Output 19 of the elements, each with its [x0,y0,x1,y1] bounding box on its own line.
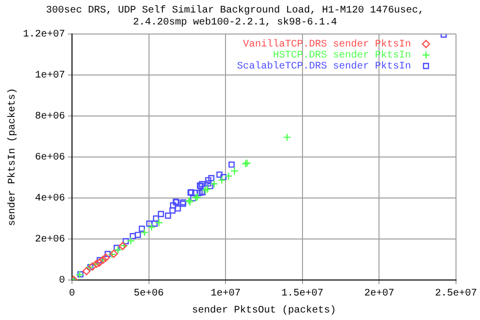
x-tick-label: 1e+07 [210,288,241,300]
legend-label: HSTCP.DRS sender PktsIn [272,50,411,62]
y-tick-label: 1e+07 [34,70,66,82]
y-tick-label: 2e+06 [34,234,66,246]
x-tick-label: 0 [69,288,76,300]
y-tick-label: 4e+06 [34,194,66,205]
y-axis-title: sender PktsIn (packets) [6,88,19,226]
y-tick-label: 1.2e+07 [22,30,66,41]
y-tick-label: 0 [58,276,66,287]
y-tick-label: 6e+06 [34,152,66,164]
chart-title: 300sec DRS, UDP Self Similar Background Load, H1-M120 1476usec, 2.4.20smp web100-2.2.1, sk98-6.1.4 [46,4,424,29]
x-tick-label: 2e+07 [364,288,394,300]
x-tick-label: 1.5e+07 [281,288,324,300]
legend-label: ScalableTCP.DRS sender PktsIn [236,60,411,73]
x-tick-label: 2.5e+07 [434,288,478,300]
x-tick-label: 5e+06 [134,288,164,300]
legend-label: VanillaTCP.DRS sender PktsIn [242,38,411,51]
x-axis-title: sender PktsOut (packets) [192,304,336,317]
y-tick-label: 8e+06 [34,112,66,123]
